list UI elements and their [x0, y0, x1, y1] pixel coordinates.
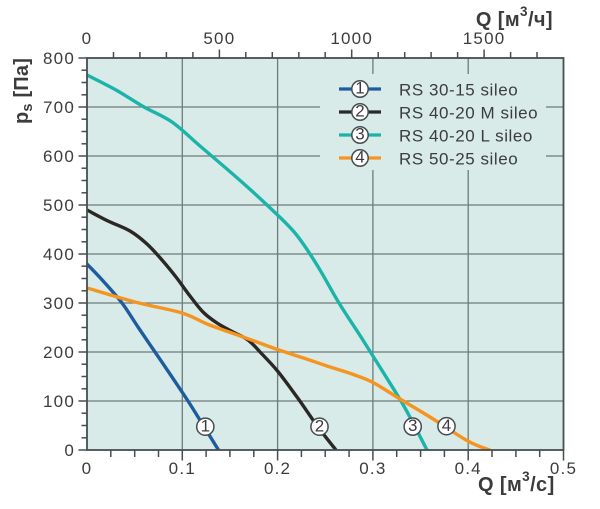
svg-text:400: 400	[43, 245, 75, 264]
svg-text:0.2: 0.2	[264, 459, 291, 478]
svg-text:1500: 1500	[463, 29, 506, 48]
svg-text:300: 300	[43, 294, 75, 313]
svg-text:RS 40-20 L sileo: RS 40-20 L sileo	[399, 126, 533, 145]
svg-text:700: 700	[43, 98, 75, 117]
svg-text:800: 800	[43, 49, 75, 68]
svg-text:0.3: 0.3	[359, 459, 386, 478]
svg-text:0: 0	[82, 29, 93, 48]
svg-text:1: 1	[201, 416, 210, 435]
svg-text:3: 3	[408, 416, 417, 435]
svg-text:4: 4	[355, 148, 364, 167]
svg-text:1: 1	[355, 79, 364, 98]
svg-text:0.1: 0.1	[169, 459, 196, 478]
svg-text:500: 500	[203, 29, 235, 48]
svg-text:RS 50-25 sileo: RS 50-25 sileo	[399, 149, 518, 168]
svg-text:2: 2	[315, 416, 324, 435]
svg-text:100: 100	[43, 392, 75, 411]
svg-text:3: 3	[355, 125, 364, 144]
svg-text:500: 500	[43, 196, 75, 215]
svg-text:0.5: 0.5	[550, 459, 577, 478]
svg-text:0.4: 0.4	[455, 459, 482, 478]
svg-text:Q [м3/с]: Q [м3/с]	[478, 469, 555, 496]
svg-text:0: 0	[64, 441, 75, 460]
svg-text:200: 200	[43, 343, 75, 362]
svg-text:RS 40-20 M sileo: RS 40-20 M sileo	[399, 103, 538, 122]
svg-text:0: 0	[82, 459, 93, 478]
svg-text:4: 4	[442, 416, 451, 435]
svg-text:600: 600	[43, 147, 75, 166]
svg-text:Q [м3/ч]: Q [м3/ч]	[476, 4, 553, 31]
svg-text:2: 2	[355, 102, 364, 121]
svg-text:1000: 1000	[330, 29, 373, 48]
svg-text:ps [Па]: ps [Па]	[11, 58, 36, 124]
svg-text:RS 30-15 sileo: RS 30-15 sileo	[399, 80, 518, 99]
